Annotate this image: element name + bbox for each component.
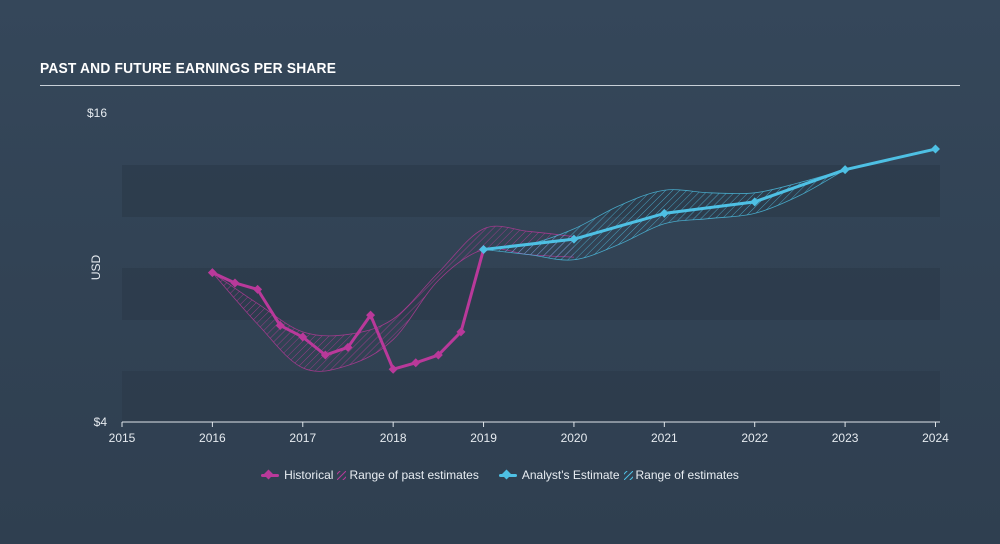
title-divider	[40, 85, 960, 86]
historical-swatch	[261, 469, 280, 479]
y-axis-label: USD	[89, 255, 103, 281]
analyst-estimate-point-5[interactable]	[930, 144, 940, 154]
x-tick-label-2021: 2021	[651, 431, 678, 445]
band-0	[122, 165, 940, 217]
legend: Historical Range of past estimates Analy…	[0, 468, 1000, 482]
historical-point-11[interactable]	[456, 327, 466, 337]
historical-point-4[interactable]	[298, 332, 308, 342]
future-range-swatch	[623, 470, 633, 480]
x-tick-label-2020: 2020	[561, 431, 588, 445]
legend-estimate-label: Analyst's Estimate	[521, 468, 620, 482]
analyst-estimate-point-0[interactable]	[479, 244, 489, 254]
x-tick-label-2016: 2016	[199, 431, 226, 445]
background-bands	[122, 165, 940, 422]
chart-title: PAST AND FUTURE EARNINGS PER SHARE	[40, 60, 337, 77]
legend-past-range-label: Range of past estimates	[349, 468, 479, 482]
historical-point-5[interactable]	[320, 350, 330, 360]
legend-historical-label: Historical	[284, 468, 334, 482]
x-tick-label-2017: 2017	[289, 431, 316, 445]
future-estimate-range-upper-edge	[483, 169, 846, 250]
analyst-estimate-point-4[interactable]	[840, 165, 850, 175]
band-2	[122, 371, 940, 422]
tick-labels: 2015 2016 2017 2018 2019 2020 2021 2022 2023 2024…	[87, 106, 949, 445]
historical-point-6[interactable]	[343, 342, 353, 352]
historical-point-3[interactable]	[275, 320, 285, 330]
y-tick-label-4: $4	[94, 415, 108, 429]
analyst-estimate-point-1[interactable]	[569, 234, 579, 244]
analyst-estimate-point-2[interactable]	[659, 208, 669, 218]
legend-estimate[interactable]: Analyst's Estimate Range of estimates	[498, 468, 739, 482]
future-estimate-range-lower-edge	[483, 169, 846, 261]
historical-point-7[interactable]	[366, 310, 376, 320]
historical-point-0[interactable]	[207, 268, 217, 278]
historical-point-1[interactable]	[230, 278, 240, 288]
x-tick-label-2024: 2024	[922, 431, 949, 445]
historical-point-2[interactable]	[253, 284, 263, 294]
analyst-estimate-point-3[interactable]	[750, 197, 760, 207]
band-1	[122, 268, 940, 320]
x-tick-label-2022: 2022	[741, 431, 768, 445]
y-tick-label-16: $16	[87, 106, 107, 120]
legend-historical[interactable]: Historical Range of past estimates	[261, 468, 479, 482]
historical-point-8[interactable]	[388, 364, 398, 374]
x-tick-label-2019: 2019	[470, 431, 497, 445]
axes	[121, 421, 940, 427]
analyst-estimate-line	[482, 147, 937, 251]
x-tick-label-2015: 2015	[109, 431, 136, 445]
legend-future-range-label: Range of estimates	[635, 468, 739, 482]
x-tick-label-2018: 2018	[380, 431, 407, 445]
series-lines	[207, 144, 940, 374]
historical-point-10[interactable]	[433, 350, 443, 360]
past-range-swatch	[337, 470, 347, 480]
estimate-swatch	[498, 469, 517, 479]
historical-point-9[interactable]	[411, 358, 421, 368]
x-tick-label-2023: 2023	[832, 431, 859, 445]
